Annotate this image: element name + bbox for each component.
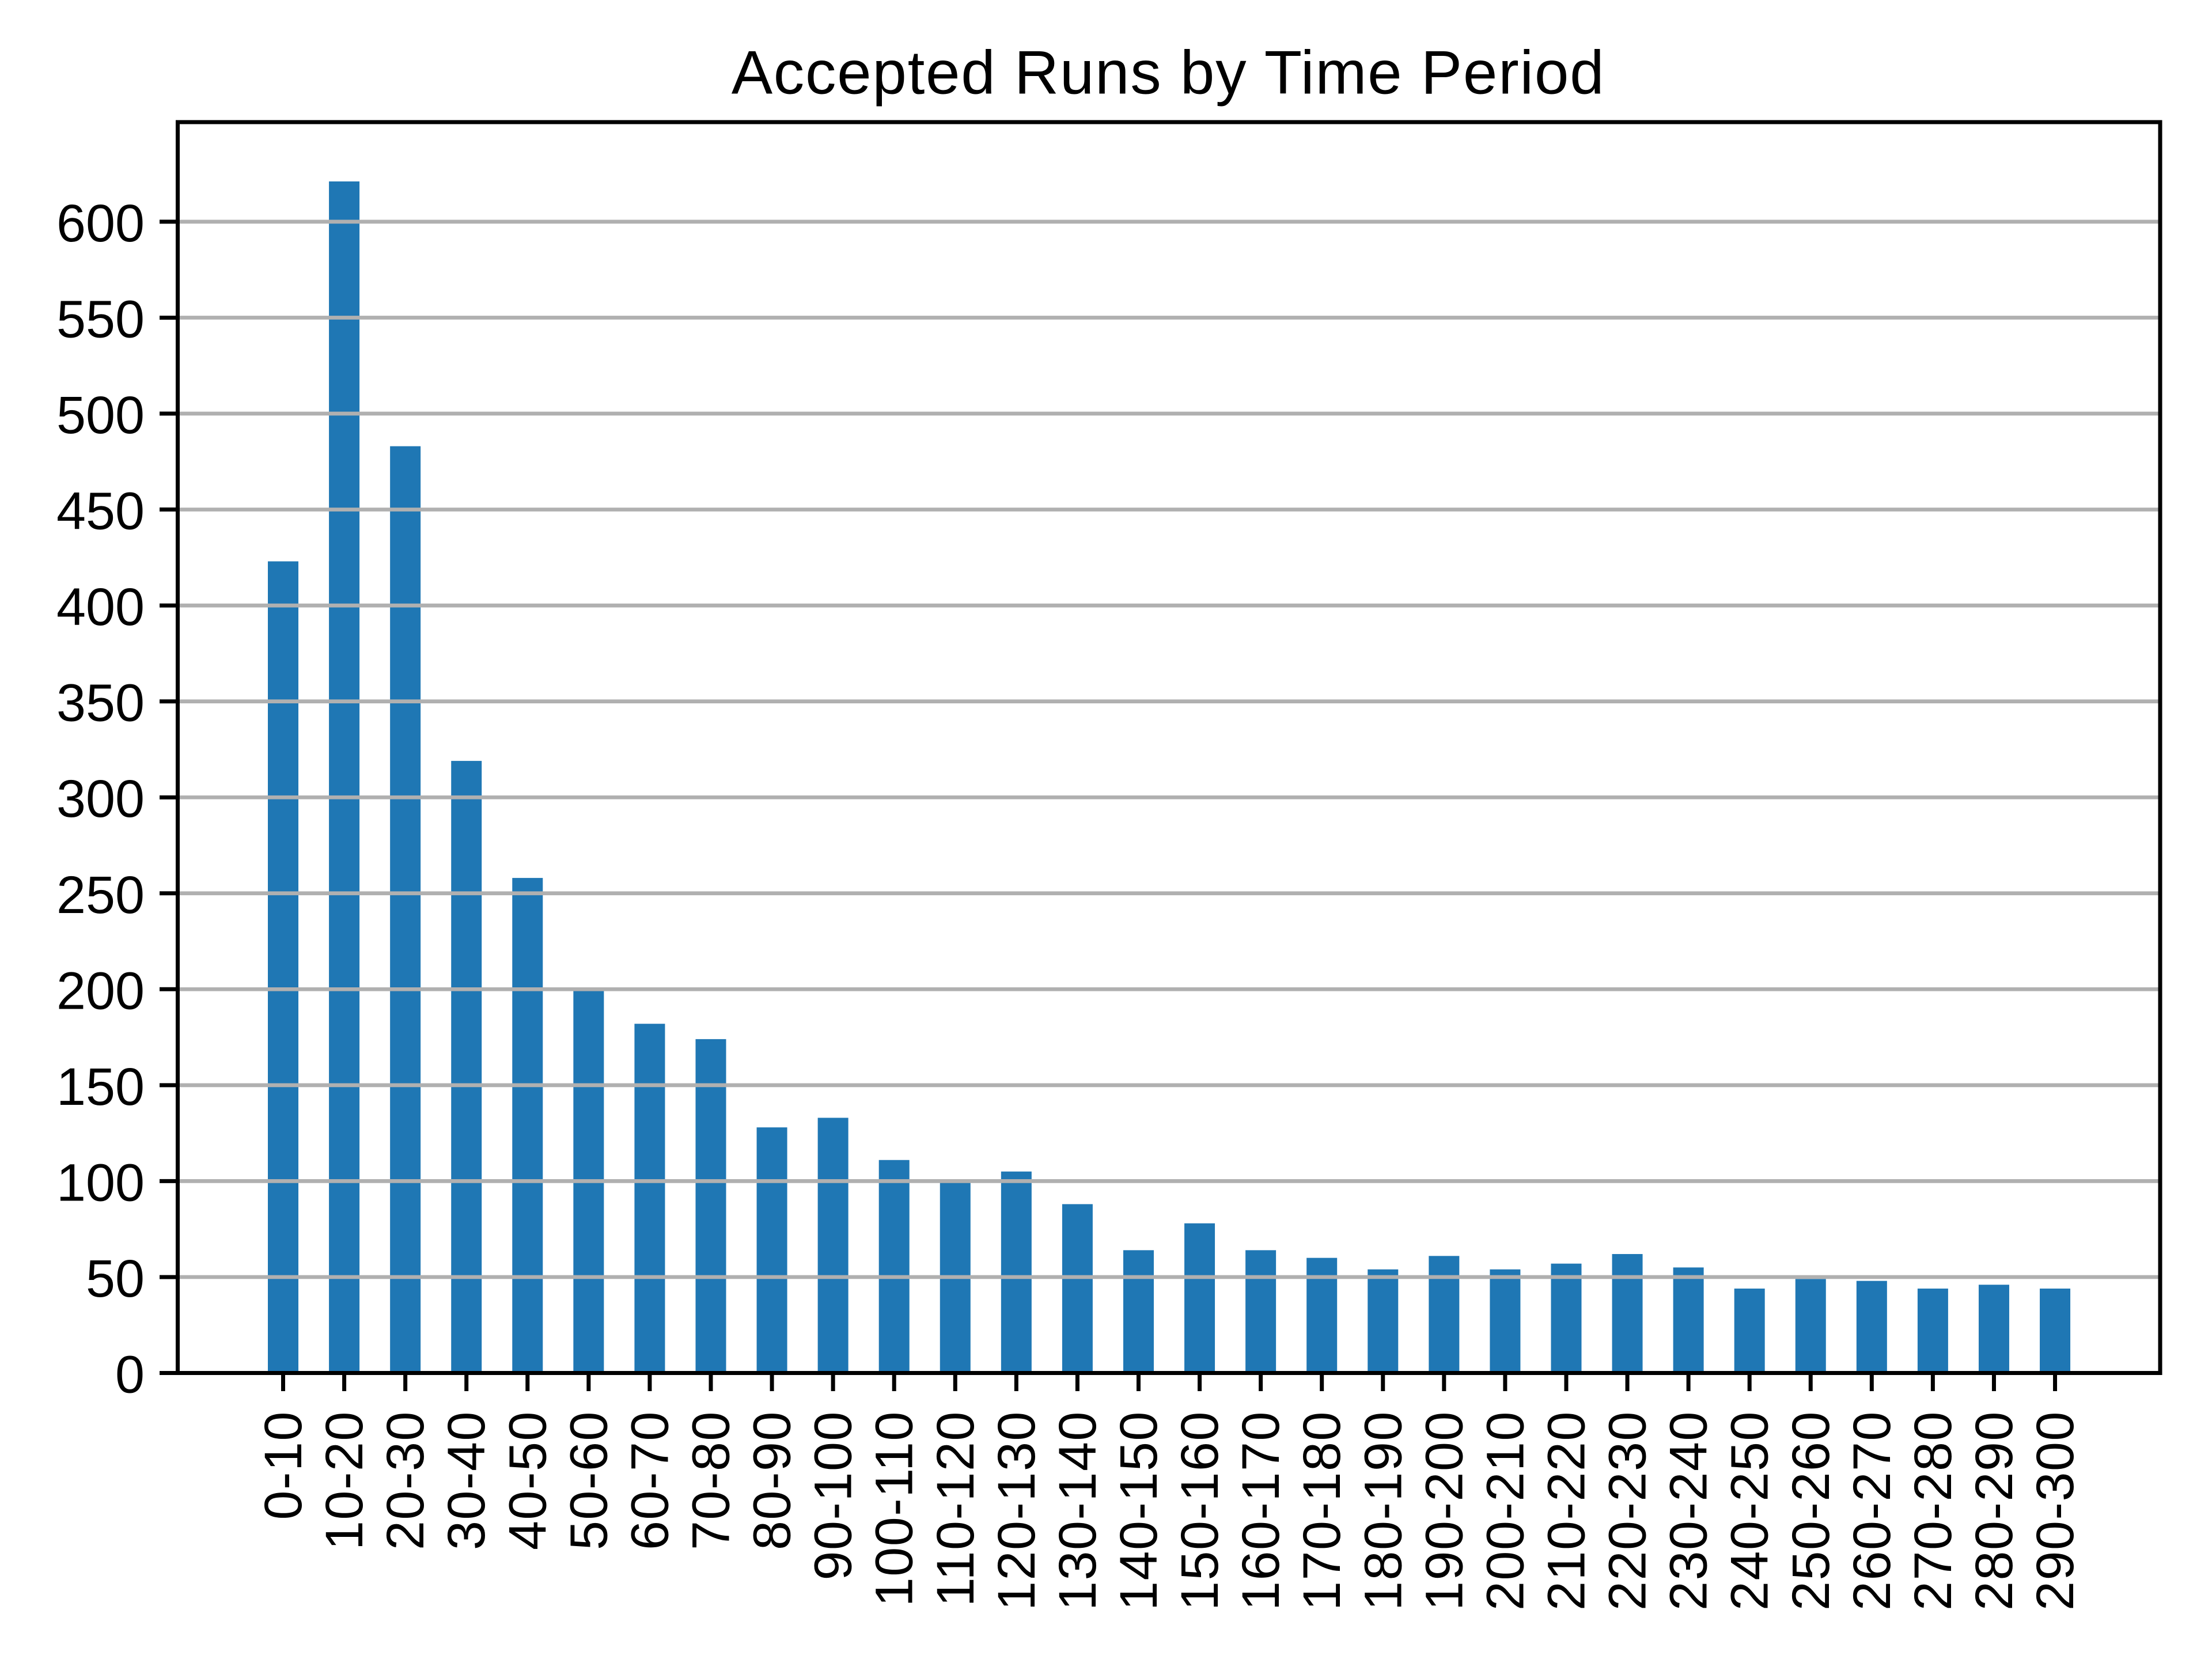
svg-text:40-50: 40-50: [498, 1411, 557, 1550]
svg-text:90-100: 90-100: [804, 1411, 863, 1581]
svg-text:500: 500: [56, 386, 145, 445]
svg-text:50-60: 50-60: [559, 1411, 618, 1550]
svg-text:20-30: 20-30: [376, 1411, 435, 1550]
svg-text:150-160: 150-160: [1171, 1411, 1229, 1611]
svg-text:110-120: 110-120: [926, 1411, 985, 1607]
svg-text:200: 200: [56, 961, 145, 1020]
svg-text:130-140: 130-140: [1048, 1411, 1107, 1611]
svg-text:60-70: 60-70: [620, 1411, 679, 1550]
svg-text:150: 150: [56, 1058, 145, 1116]
svg-text:550: 550: [56, 290, 145, 349]
svg-text:600: 600: [56, 194, 145, 253]
svg-text:180-190: 180-190: [1354, 1411, 1412, 1611]
svg-text:290-300: 290-300: [2026, 1411, 2085, 1611]
svg-text:170-180: 170-180: [1293, 1411, 1351, 1611]
svg-text:80-90: 80-90: [743, 1411, 802, 1550]
svg-text:250: 250: [56, 866, 145, 925]
svg-text:200-210: 200-210: [1476, 1411, 1535, 1611]
svg-text:100-110: 100-110: [865, 1411, 924, 1607]
svg-text:280-290: 280-290: [1965, 1411, 2024, 1611]
svg-text:260-270: 260-270: [1843, 1411, 1902, 1611]
svg-text:30-40: 30-40: [437, 1411, 496, 1550]
svg-text:Accepted Runs by Time Period: Accepted Runs by Time Period: [732, 38, 1605, 107]
svg-text:230-240: 230-240: [1660, 1411, 1718, 1611]
svg-text:100: 100: [56, 1153, 145, 1212]
svg-text:210-220: 210-220: [1537, 1411, 1596, 1611]
svg-text:300: 300: [56, 770, 145, 828]
svg-text:400: 400: [56, 578, 145, 637]
svg-text:70-80: 70-80: [681, 1411, 740, 1550]
svg-text:350: 350: [56, 674, 145, 733]
svg-text:240-250: 240-250: [1721, 1411, 1779, 1611]
svg-text:250-260: 250-260: [1782, 1411, 1840, 1611]
svg-text:120-130: 120-130: [987, 1411, 1046, 1611]
svg-text:220-230: 220-230: [1599, 1411, 1657, 1611]
svg-text:190-200: 190-200: [1415, 1411, 1474, 1611]
svg-text:0: 0: [115, 1346, 145, 1404]
svg-text:10-20: 10-20: [315, 1411, 374, 1550]
svg-text:450: 450: [56, 482, 145, 541]
svg-text:270-280: 270-280: [1904, 1411, 1963, 1611]
svg-text:0-10: 0-10: [254, 1411, 313, 1520]
svg-text:140-150: 140-150: [1109, 1411, 1168, 1611]
svg-text:50: 50: [86, 1249, 145, 1308]
svg-text:160-170: 160-170: [1232, 1411, 1290, 1611]
